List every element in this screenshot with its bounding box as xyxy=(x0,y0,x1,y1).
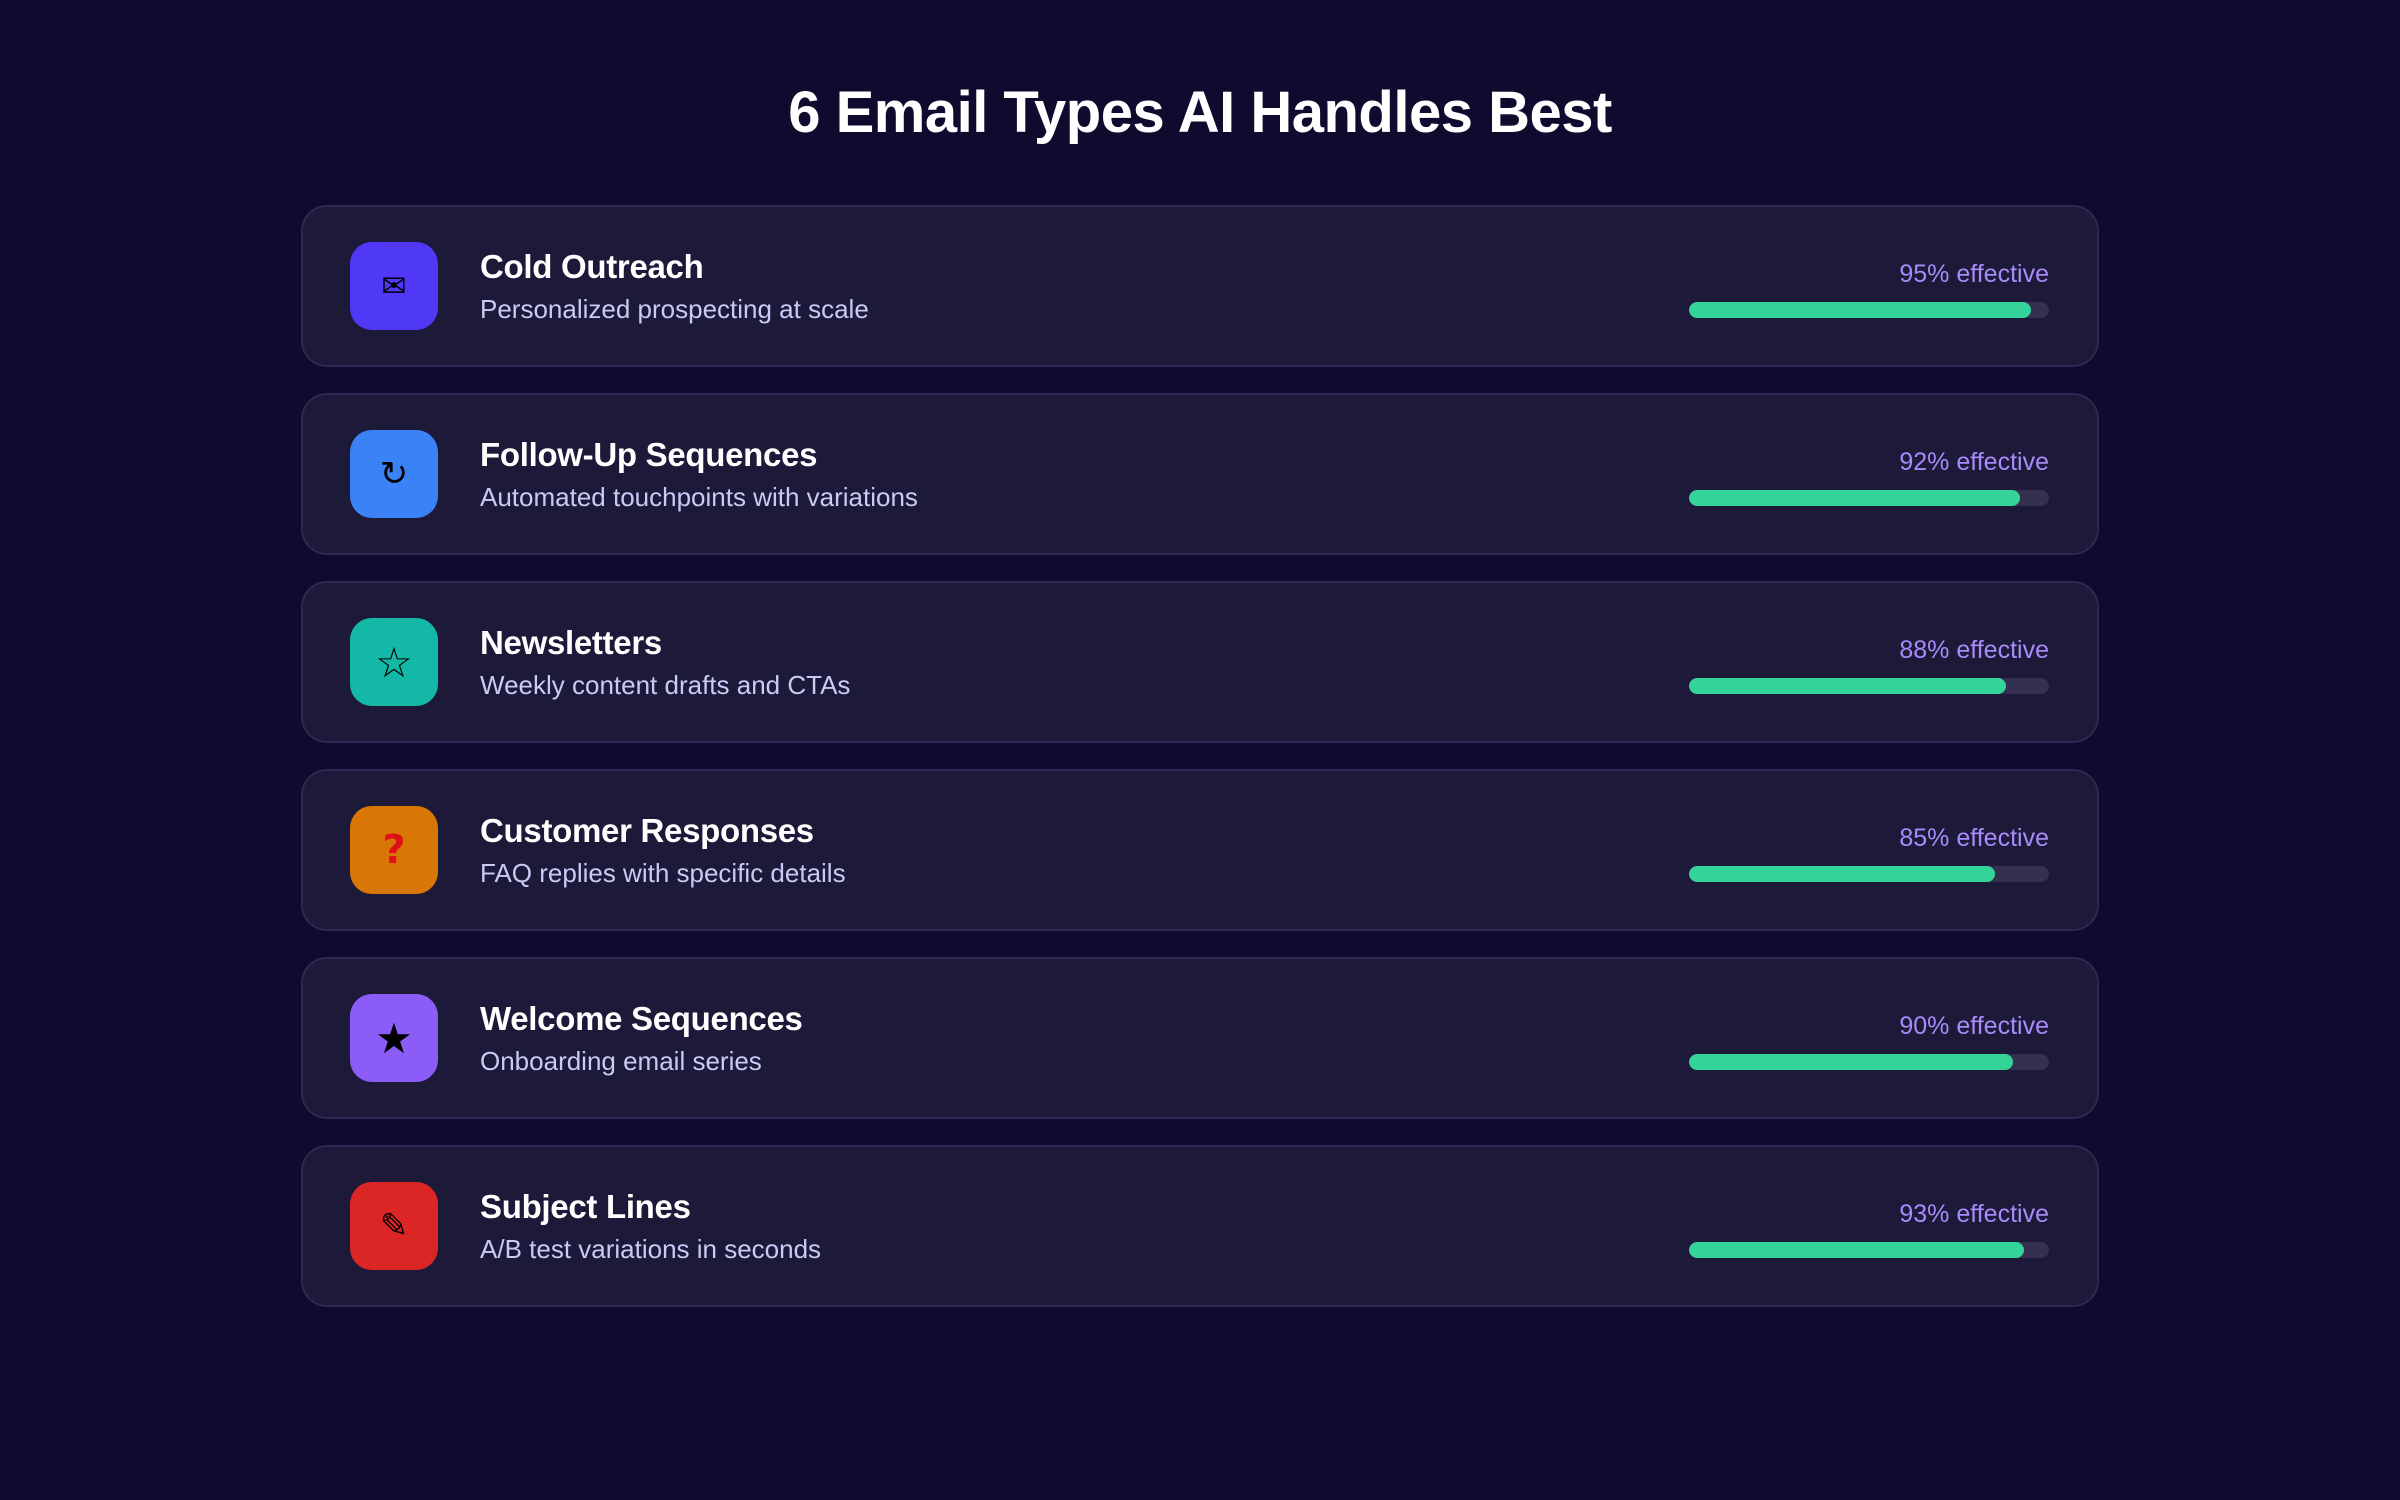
effectiveness-label: 85% effective xyxy=(1899,824,2049,852)
progress-fill xyxy=(1689,1054,2013,1070)
item-name: Subject Lines xyxy=(480,1188,691,1225)
item-description: Onboarding email series xyxy=(480,1046,762,1076)
progress-bar xyxy=(1689,678,2049,694)
effectiveness-label: 88% effective xyxy=(1899,636,2049,664)
progress-fill xyxy=(1689,678,2006,694)
progress-fill xyxy=(1689,490,2021,506)
effectiveness-label: 95% effective xyxy=(1899,260,2049,288)
effectiveness-label: 90% effective xyxy=(1899,1012,2049,1040)
item-name: Welcome Sequences xyxy=(480,1000,803,1037)
item-name: Follow-Up Sequences xyxy=(480,436,818,473)
progress-fill xyxy=(1689,866,1995,882)
item-name: Customer Responses xyxy=(480,812,814,849)
progress-bar xyxy=(1689,1054,2049,1070)
page-title: 6 Email Types AI Handles Best xyxy=(788,80,1612,145)
progress-fill xyxy=(1689,1242,2024,1258)
effectiveness-metric: 93% effective xyxy=(1689,1199,2049,1258)
effectiveness-label: 92% effective xyxy=(1899,448,2049,476)
progress-bar xyxy=(1689,866,2049,882)
effectiveness-metric: 88% effective xyxy=(1689,635,2049,694)
email-types-list: ✉ Cold Outreach Personalized prospecting… xyxy=(301,205,2099,1333)
refresh-icon: ↻ xyxy=(350,430,438,518)
item-description: FAQ replies with specific details xyxy=(480,858,846,888)
list-item: ? Customer Responses FAQ replies with sp… xyxy=(301,769,2099,931)
item-name: Cold Outreach xyxy=(480,248,704,285)
item-description: Personalized prospecting at scale xyxy=(480,294,869,324)
progress-fill xyxy=(1689,302,2031,318)
item-description: Weekly content drafts and CTAs xyxy=(480,670,851,700)
star-filled-icon: ★ xyxy=(350,994,438,1082)
effectiveness-metric: 92% effective xyxy=(1689,447,2049,506)
star-outline-icon: ☆ xyxy=(350,618,438,706)
list-item: ☆ Newsletters Weekly content drafts and … xyxy=(301,581,2099,743)
progress-bar xyxy=(1689,1242,2049,1258)
progress-bar xyxy=(1689,490,2049,506)
progress-bar xyxy=(1689,302,2049,318)
envelope-icon: ✉ xyxy=(350,242,438,330)
effectiveness-metric: 85% effective xyxy=(1689,823,2049,882)
item-description: A/B test variations in seconds xyxy=(480,1234,822,1264)
effectiveness-metric: 90% effective xyxy=(1689,1011,2049,1070)
item-description: Automated touchpoints with variations xyxy=(480,482,918,512)
item-name: Newsletters xyxy=(480,624,662,661)
list-item: ✉ Cold Outreach Personalized prospecting… xyxy=(301,205,2099,367)
effectiveness-metric: 95% effective xyxy=(1689,259,2049,318)
question-icon: ? xyxy=(350,806,438,894)
list-item: ↻ Follow-Up Sequences Automated touchpoi… xyxy=(301,393,2099,555)
list-item: ✎ Subject Lines A/B test variations in s… xyxy=(301,1145,2099,1307)
effectiveness-label: 93% effective xyxy=(1899,1200,2049,1228)
pencil-icon: ✎ xyxy=(350,1182,438,1270)
list-item: ★ Welcome Sequences Onboarding email ser… xyxy=(301,957,2099,1119)
